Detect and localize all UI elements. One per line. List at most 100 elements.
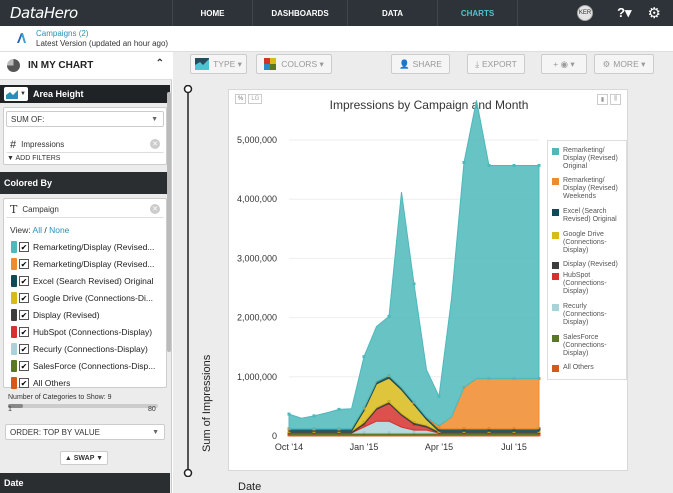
remove-icon[interactable]: ✕ bbox=[150, 204, 160, 214]
x-tick-label: Apr '15 bbox=[425, 442, 453, 452]
view-all-link[interactable]: All bbox=[32, 225, 42, 235]
legend-item[interactable]: Google Drive (Connections- Display) bbox=[552, 231, 625, 255]
category-checkbox[interactable]: ✔ bbox=[19, 292, 29, 303]
measure-label: Impressions bbox=[21, 140, 65, 149]
color-swatch[interactable] bbox=[11, 308, 17, 321]
view-separator: / bbox=[42, 225, 50, 235]
sidebar-scrollbar[interactable] bbox=[167, 92, 171, 352]
category-checkbox[interactable]: ✔ bbox=[19, 241, 29, 252]
color-swatch[interactable] bbox=[11, 274, 17, 287]
data-point[interactable] bbox=[437, 394, 441, 398]
bar-view-icon[interactable]: ▮ bbox=[596, 94, 609, 105]
swap-button[interactable]: ▲ SWAP ▼ bbox=[60, 451, 108, 465]
x-tick-label: Jan '15 bbox=[350, 442, 379, 452]
color-swatch[interactable] bbox=[11, 257, 17, 270]
order-dropdown[interactable]: ORDER: TOP BY VALUE ▼ bbox=[5, 424, 165, 440]
collapse-icon[interactable]: ⌃ bbox=[155, 58, 164, 69]
plus-label: + bbox=[553, 59, 559, 69]
legend-label: HubSpot (Connections- Display) bbox=[563, 272, 607, 295]
nav-home[interactable]: HOME bbox=[172, 0, 252, 26]
remove-icon[interactable]: ✕ bbox=[150, 139, 160, 149]
legend-item[interactable]: HubSpot (Connections- Display) bbox=[552, 272, 625, 296]
data-point[interactable] bbox=[487, 163, 491, 167]
legend-item[interactable]: Recurly (Connections- Display) bbox=[552, 303, 625, 327]
type-label: TYPE bbox=[213, 59, 236, 69]
legend-item[interactable]: Remarketing/ Display (Revised) Weekends bbox=[552, 177, 625, 201]
legend-item[interactable]: All Others bbox=[552, 364, 625, 372]
y-tick-label: 4,000,000 bbox=[237, 194, 277, 204]
legend-swatch bbox=[552, 273, 559, 280]
chart-toolbar: TYPE ▾ COLORS ▾ 👤 SHARE ⤓ EXPORT + ◉ ▾ ⚙ MO… bbox=[173, 52, 673, 76]
data-point[interactable] bbox=[337, 407, 341, 411]
category-item[interactable]: ✔ Google Drive (Connections-Di... bbox=[11, 290, 161, 305]
resize-handle[interactable] bbox=[183, 85, 193, 477]
color-swatch[interactable] bbox=[11, 325, 17, 338]
legend-item[interactable]: Remarketing/ Display (Revised) Original bbox=[552, 147, 625, 171]
color-swatch[interactable] bbox=[11, 291, 17, 304]
breadcrumb-link[interactable]: Campaigns (2) bbox=[36, 29, 89, 38]
x-tick-label: Jul '15 bbox=[501, 442, 527, 452]
category-item[interactable]: ✔ Recurly (Connections-Display) bbox=[11, 341, 161, 356]
color-swatch[interactable] bbox=[11, 376, 17, 389]
type-button[interactable]: TYPE ▾ bbox=[190, 54, 247, 74]
category-checkbox[interactable]: ✔ bbox=[19, 309, 29, 320]
category-item[interactable]: ✔ SalesForce (Connections-Disp... bbox=[11, 358, 161, 373]
palette-icon bbox=[264, 58, 277, 70]
category-item[interactable]: ✔ Remarketing/Display (Revised... bbox=[11, 256, 161, 271]
add-to-dashboard-button[interactable]: + ◉ ▾ bbox=[541, 54, 587, 74]
color-swatch[interactable] bbox=[11, 342, 17, 355]
avatar[interactable]: KER bbox=[577, 5, 594, 21]
log-toggle[interactable]: LG bbox=[248, 94, 263, 104]
categories-slider[interactable] bbox=[8, 404, 158, 408]
add-filters-button[interactable]: ▼ ADD FILTERS bbox=[7, 155, 61, 162]
category-checkbox[interactable]: ✔ bbox=[19, 326, 29, 337]
data-point[interactable] bbox=[362, 355, 366, 359]
legend-item[interactable]: Excel (Search Revised) Original bbox=[552, 208, 625, 224]
percent-toggle[interactable]: % bbox=[235, 94, 247, 104]
category-checkbox[interactable]: ✔ bbox=[19, 343, 29, 354]
colors-button[interactable]: COLORS ▾ bbox=[256, 54, 332, 74]
area-chart-icon bbox=[6, 90, 18, 99]
chart-type-dropdown[interactable]: ▼ bbox=[4, 87, 28, 101]
category-item[interactable]: ✔ Display (Revised) bbox=[11, 307, 161, 322]
category-item[interactable]: ✔ Remarketing/Display (Revised... bbox=[11, 239, 161, 254]
gear-icon[interactable]: ⚙ bbox=[647, 5, 661, 22]
sidebar: IN MY CHART ⌃ ▼ Area Height SUM OF: ▼ # … bbox=[0, 52, 172, 493]
sum-of-dropdown[interactable]: SUM OF: ▼ bbox=[6, 111, 164, 127]
column-view-icon[interactable]: ⫼ bbox=[610, 94, 621, 105]
data-point[interactable] bbox=[312, 414, 316, 418]
data-point[interactable] bbox=[287, 412, 291, 416]
color-swatch[interactable] bbox=[11, 359, 17, 372]
slider-max: 80 bbox=[148, 406, 156, 413]
data-point[interactable] bbox=[512, 163, 516, 167]
legend-item[interactable]: Display (Revised) bbox=[552, 261, 625, 269]
series-area[interactable] bbox=[288, 100, 540, 430]
export-button[interactable]: ⤓ EXPORT bbox=[467, 54, 525, 74]
category-checkbox[interactable]: ✔ bbox=[19, 258, 29, 269]
logo[interactable]: DataHero bbox=[10, 4, 78, 22]
nav-data[interactable]: DATA bbox=[347, 0, 437, 26]
nav-user-area: KER ?▾ ⚙ bbox=[517, 0, 673, 26]
color-swatch[interactable] bbox=[11, 240, 17, 253]
nav-dashboards[interactable]: DASHBOARDS bbox=[252, 0, 347, 26]
data-point[interactable] bbox=[412, 282, 416, 286]
category-checkbox[interactable]: ✔ bbox=[19, 360, 29, 371]
category-checkbox[interactable]: ✔ bbox=[19, 377, 29, 388]
legend-label: Excel (Search Revised) Original bbox=[563, 208, 617, 223]
category-checkbox[interactable]: ✔ bbox=[19, 275, 29, 286]
category-item[interactable]: ✔ HubSpot (Connections-Display) bbox=[11, 324, 161, 339]
share-button[interactable]: 👤 SHARE bbox=[391, 54, 450, 74]
measure-field[interactable]: # Impressions ✕ bbox=[6, 137, 164, 153]
data-point[interactable] bbox=[537, 163, 541, 167]
category-item[interactable]: ✔ Excel (Search Revised) Original bbox=[11, 273, 161, 288]
data-point[interactable] bbox=[462, 160, 466, 164]
view-none-link[interactable]: None bbox=[49, 225, 70, 235]
more-button[interactable]: ⚙ MORE ▾ bbox=[594, 54, 654, 74]
category-item[interactable]: ✔ All Others bbox=[11, 375, 161, 390]
sum-of-label: SUM OF: bbox=[11, 114, 45, 124]
data-point[interactable] bbox=[387, 314, 391, 318]
dimension-field[interactable]: T Campaign ✕ bbox=[6, 202, 164, 218]
legend-item[interactable]: SalesForce (Connections- Display) bbox=[552, 334, 625, 358]
help-icon[interactable]: ?▾ bbox=[617, 5, 632, 20]
nav-charts[interactable]: CHARTS bbox=[437, 0, 517, 26]
